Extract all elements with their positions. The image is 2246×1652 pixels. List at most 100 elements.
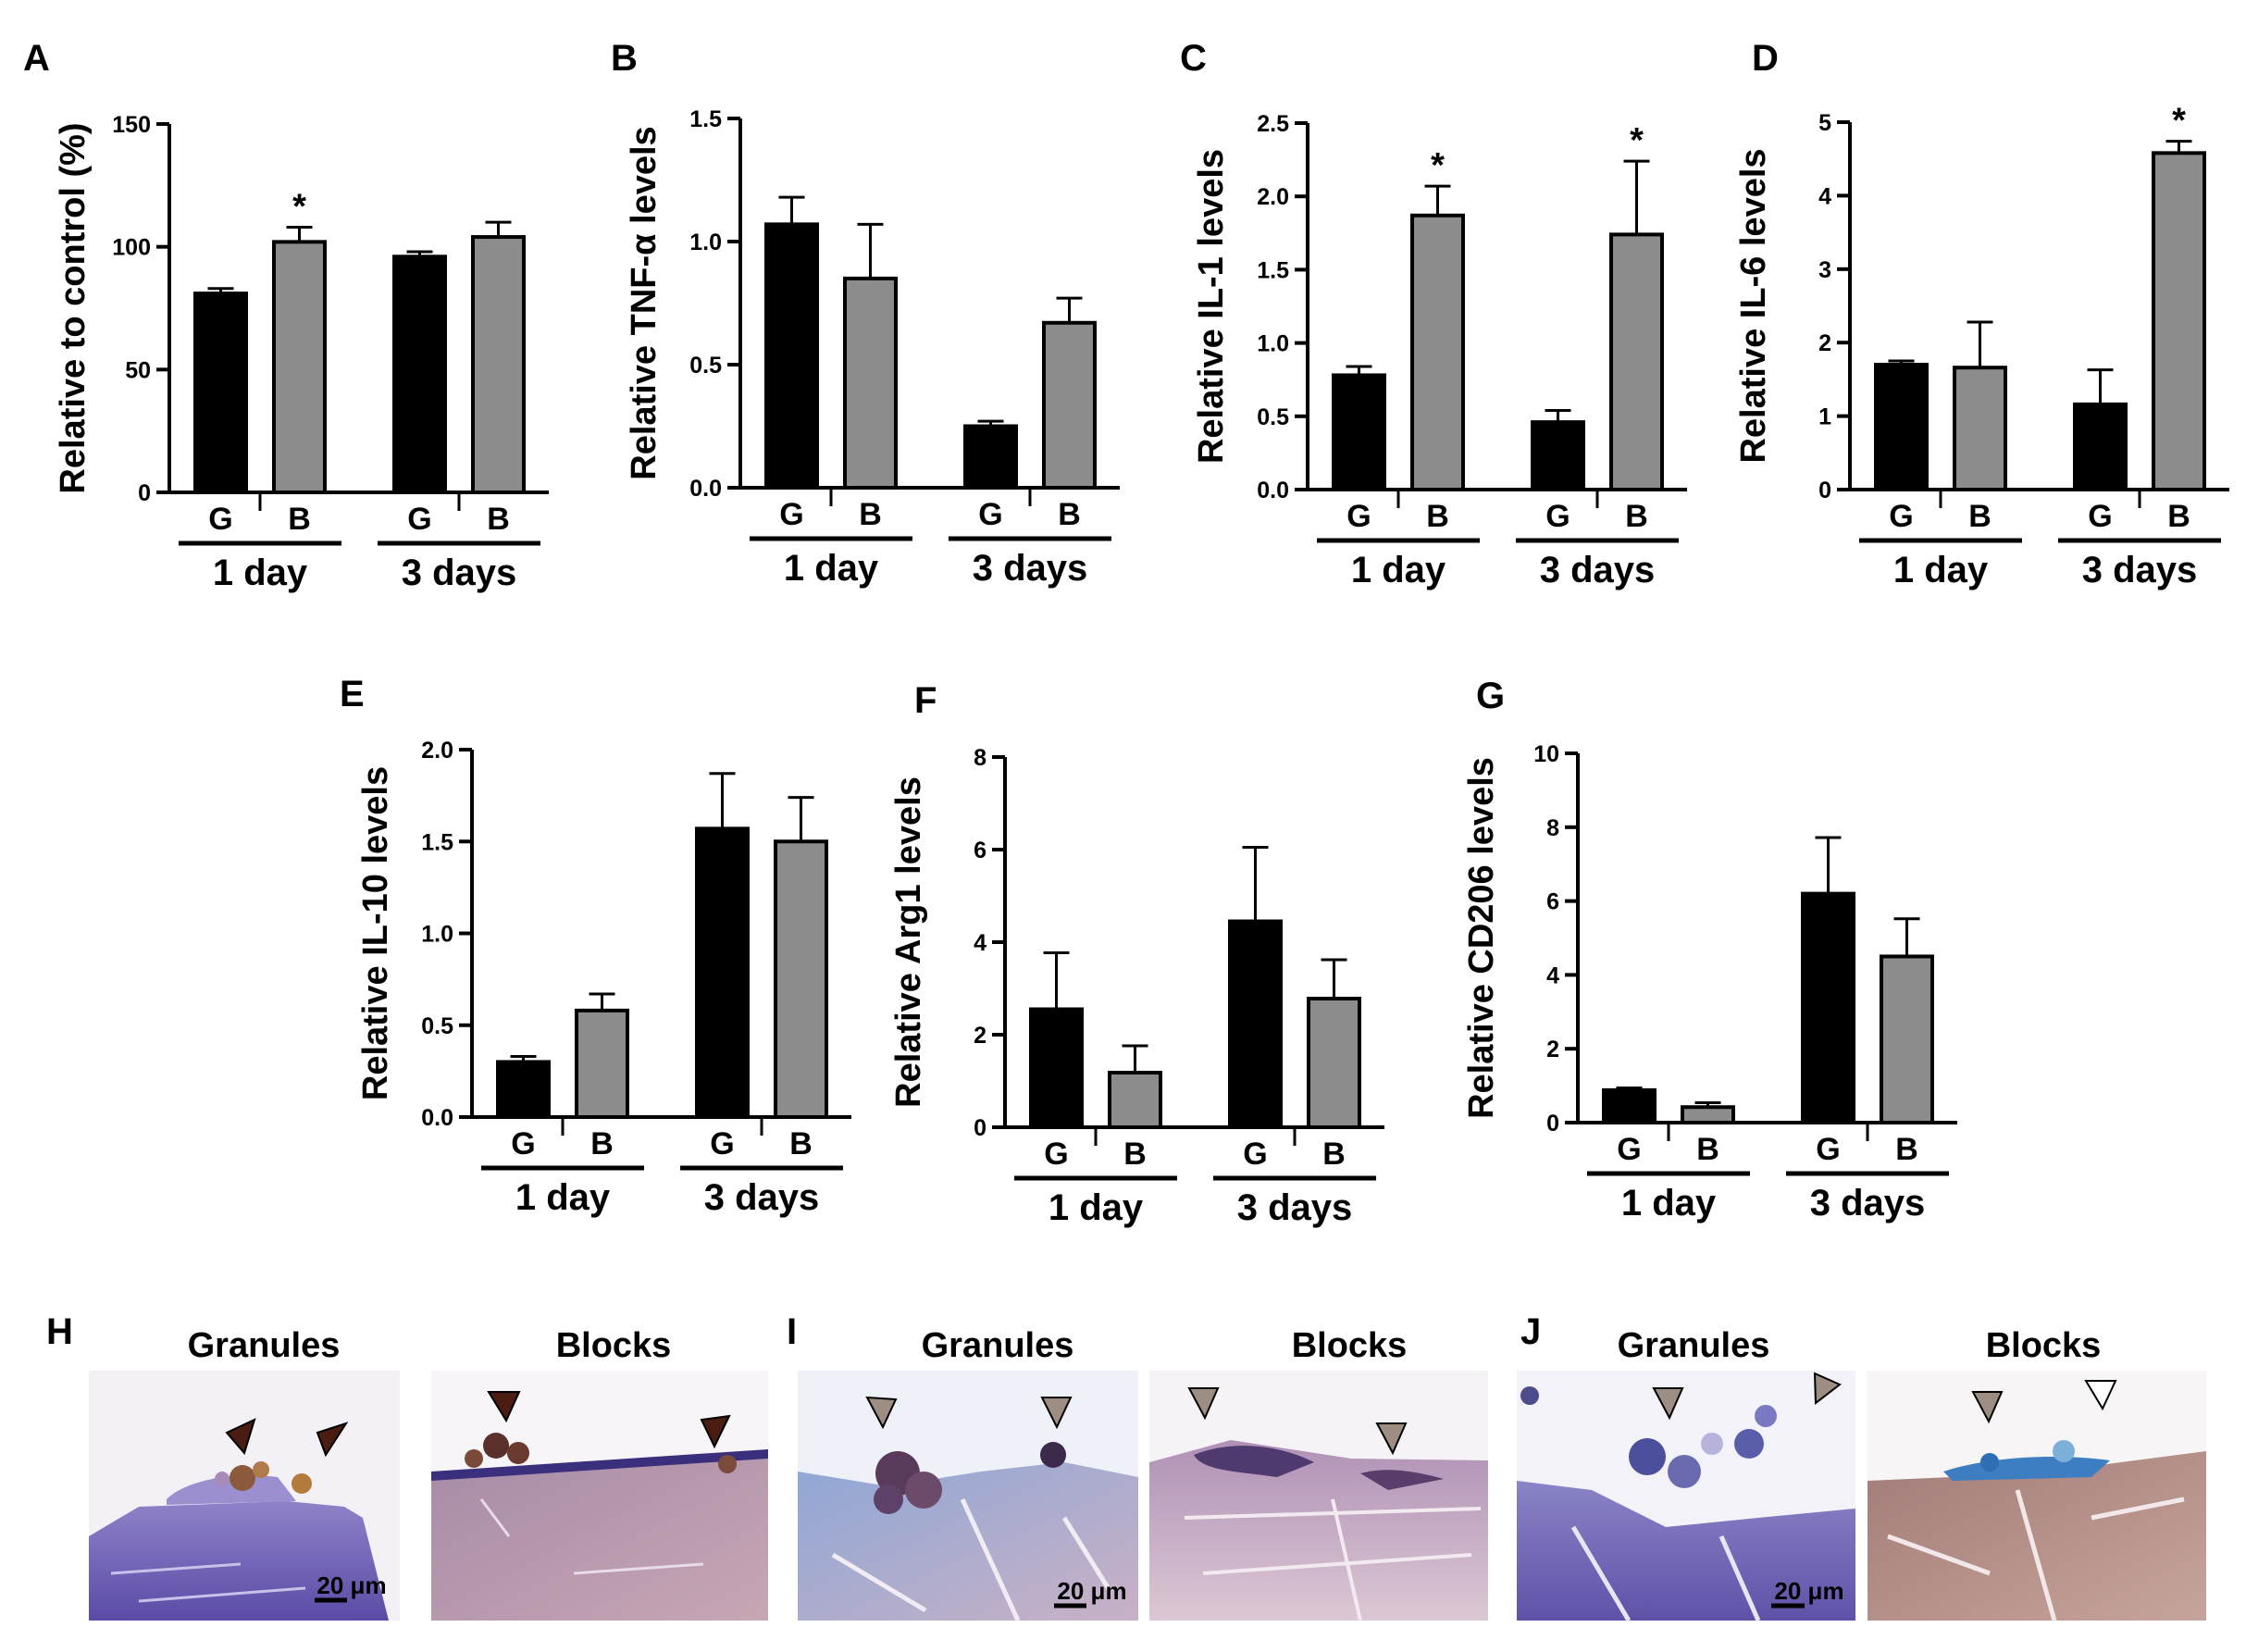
- y-tick-label: 1.0: [421, 922, 453, 948]
- bar-b: [1108, 1071, 1162, 1129]
- arrowhead-dark-icon: [487, 1391, 521, 1423]
- bar-category-label: B: [1696, 1132, 1719, 1167]
- arrowhead-light-icon: [1375, 1422, 1408, 1456]
- bar-category-label: B: [1426, 499, 1449, 534]
- bar-g: [963, 424, 1018, 490]
- chart-panel-c: C Relative IL-1 levels 0.0 0.5 1.0 1.5 2.0 2.5 G…: [1180, 38, 1687, 590]
- significance-star: *: [1630, 121, 1644, 160]
- chart-panel-b: B Relative TNF-α levels 0.0 0.5 1.0 1.5 G B 1 da…: [611, 38, 1120, 589]
- panel-letter: G: [1476, 676, 1505, 716]
- panel-letter-j: J: [1520, 1311, 1541, 1352]
- histology-title-i-blocks: Blocks: [1292, 1326, 1408, 1365]
- bar-category-label: B: [1895, 1132, 1918, 1167]
- bar-category-label: B: [1058, 497, 1081, 532]
- bar-category-label: G: [1545, 499, 1570, 534]
- bar-category-label: G: [710, 1126, 734, 1161]
- y-tick-label: 1.5: [1257, 257, 1289, 283]
- bar-b: [471, 235, 526, 494]
- y-axis-label: Relative TNF-α levels: [625, 126, 664, 479]
- bar-b: [1307, 997, 1361, 1129]
- bar-category-label: B: [1322, 1137, 1346, 1172]
- group-label: 3 days: [704, 1177, 820, 1218]
- group-label: 1 day: [1049, 1187, 1144, 1228]
- bar-b: [1681, 1105, 1735, 1124]
- bar-b: [2152, 151, 2206, 492]
- y-tick-label: 0.0: [689, 476, 722, 502]
- arrowhead-open-icon: [2084, 1380, 2117, 1411]
- histology-image-j-granules: 20 μm: [1517, 1371, 1855, 1622]
- bar-b: [843, 276, 898, 490]
- panel-letter: F: [914, 680, 937, 721]
- panel-letter: C: [1180, 38, 1207, 79]
- bar-category-label: B: [859, 497, 882, 532]
- bar-g: [1602, 1087, 1657, 1124]
- group-label: 1 day: [784, 548, 879, 589]
- y-tick-label: 0.5: [1257, 404, 1289, 430]
- group-label: 1 day: [1351, 550, 1446, 590]
- group-label: 1 day: [1893, 550, 1989, 590]
- bar-g: [1874, 363, 1929, 491]
- y-tick-label: 1: [1818, 404, 1831, 430]
- y-tick-label: 0: [974, 1115, 987, 1141]
- y-tick-label: 150: [112, 112, 151, 138]
- bar-category-label: G: [1044, 1137, 1068, 1172]
- scale-bar-label: 20 μm: [1057, 1577, 1126, 1605]
- bar-g: [695, 826, 750, 1119]
- bar-g: [2073, 402, 2128, 491]
- y-tick-label: 2: [1546, 1037, 1559, 1062]
- bar-b: [774, 839, 828, 1119]
- bar-category-label: B: [1968, 499, 1992, 534]
- bar-g: [392, 255, 447, 494]
- chart-panel-e: E Relative IL-10 levels 0.0 0.5 1.0 1.5 2.0 G B 1…: [340, 674, 851, 1218]
- bar-category-label: G: [1346, 499, 1371, 534]
- scale-bar-label: 20 μm: [316, 1571, 386, 1599]
- y-axis-label: Relative IL-6 levels: [1734, 148, 1773, 463]
- y-tick-label: 0: [1818, 478, 1831, 503]
- y-tick-label: 4: [974, 930, 987, 956]
- bar-category-label: G: [978, 497, 1002, 532]
- histology-image-i-blocks: [1149, 1371, 1488, 1621]
- y-axis-label: Relative IL-10 levels: [356, 766, 395, 1100]
- y-tick-label: 2.0: [1257, 184, 1289, 210]
- arrowhead-dark-icon: [225, 1418, 256, 1456]
- group-label: 1 day: [1621, 1183, 1717, 1223]
- arrowhead-light-icon: [1652, 1387, 1684, 1421]
- bar-b: [575, 1008, 629, 1119]
- significance-star: *: [292, 187, 306, 226]
- bar-category-label: G: [1816, 1132, 1840, 1167]
- panel-letter: A: [23, 38, 50, 79]
- group-label: 1 day: [213, 553, 308, 593]
- y-tick-label: 1.5: [421, 829, 453, 855]
- arrowhead-dark-icon: [700, 1414, 731, 1449]
- bar-g: [496, 1060, 551, 1119]
- y-tick-label: 50: [125, 357, 151, 383]
- significance-star: *: [2172, 102, 2186, 141]
- y-tick-label: 0.5: [421, 1013, 453, 1039]
- histology-image-j-blocks: [1868, 1371, 2206, 1621]
- y-tick-label: 10: [1533, 741, 1559, 767]
- bar-g: [1029, 1007, 1084, 1129]
- histology-title-i-granules: Granules: [922, 1326, 1074, 1365]
- y-tick-label: 2: [974, 1023, 987, 1049]
- y-tick-label: 1.0: [1257, 331, 1289, 357]
- panel-letter-h: H: [46, 1311, 73, 1352]
- bar-category-label: G: [1617, 1132, 1641, 1167]
- bar-category-label: B: [590, 1126, 614, 1161]
- group-label: 3 days: [1540, 550, 1656, 590]
- bar-g: [764, 222, 819, 490]
- bar-category-label: B: [1625, 499, 1648, 534]
- arrowhead-light-icon: [1187, 1387, 1220, 1421]
- histology-image-i-granules: 20 μm: [798, 1371, 1138, 1622]
- arrowhead-light-icon: [865, 1396, 898, 1430]
- chart-panel-g: G Relative CD206 levels 0 2 4 6 8 10 G B 1 day G B 3 …: [1462, 676, 1957, 1223]
- bar-b: [1609, 232, 1664, 491]
- panel-letter-i: I: [787, 1311, 797, 1352]
- group-label: 3 days: [1237, 1187, 1353, 1228]
- bar-category-label: B: [487, 502, 510, 537]
- y-tick-label: 2.5: [1257, 111, 1289, 137]
- arrowhead-light-icon: [1040, 1397, 1073, 1430]
- bar-category-label: B: [789, 1126, 813, 1161]
- bar-g: [1801, 891, 1855, 1124]
- histology-title-j-blocks: Blocks: [1986, 1326, 2102, 1365]
